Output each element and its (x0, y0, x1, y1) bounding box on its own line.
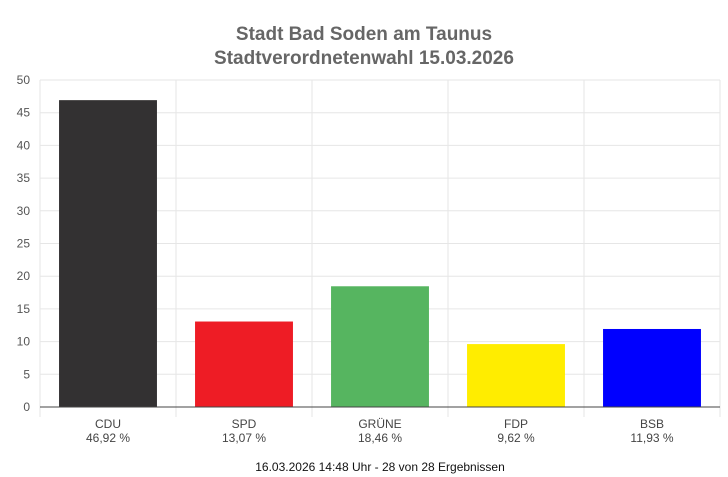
y-tick-label: 5 (23, 367, 30, 381)
bar-bsb (603, 328, 701, 407)
value-label: 46,92 % (86, 431, 130, 445)
chart-footer: 16.03.2026 14:48 Uhr - 28 von 28 Ergebni… (255, 460, 505, 474)
y-tick-label: 10 (17, 335, 31, 349)
bar-cdu (59, 100, 157, 408)
category-label: GRÜNE (358, 417, 401, 431)
value-label: 9,62 % (497, 431, 535, 445)
y-tick-label: 25 (17, 237, 31, 251)
y-tick-label: 45 (17, 106, 31, 120)
value-label: 18,46 % (358, 431, 402, 445)
bar-fdp (467, 344, 565, 407)
chart-subtitle: Stadtverordnetenwahl 15.03.2026 (214, 48, 514, 69)
y-tick-label: 15 (17, 302, 31, 316)
y-tick-label: 50 (17, 73, 31, 87)
bar-spd (195, 321, 293, 407)
y-tick-label: 0 (23, 400, 30, 414)
category-label: BSB (640, 417, 664, 431)
y-tick-label: 40 (17, 138, 31, 152)
chart-title: Stadt Bad Soden am Taunus (236, 24, 492, 45)
bar-grüne (331, 286, 429, 407)
category-label: SPD (232, 417, 257, 431)
y-tick-label: 20 (17, 269, 31, 283)
category-label: FDP (504, 417, 528, 431)
category-label: CDU (95, 417, 121, 431)
y-tick-label: 30 (17, 204, 31, 218)
value-label: 11,93 % (630, 431, 673, 445)
y-axis-ticks: 0 5 10 15 20 25 30 35 40 45 50 (17, 73, 31, 414)
bars (59, 100, 701, 408)
y-tick-label: 35 (17, 171, 31, 185)
value-label: 13,07 % (222, 431, 266, 445)
